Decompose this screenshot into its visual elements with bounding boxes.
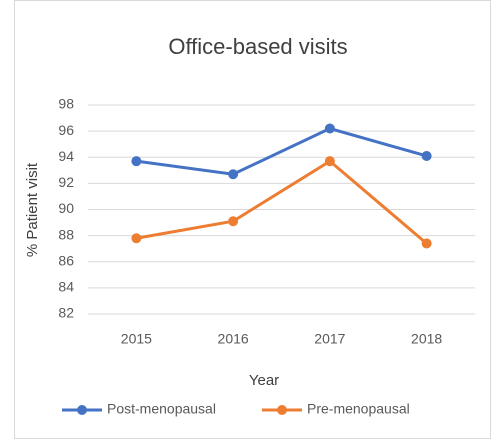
- y-tick-label: 96: [58, 122, 74, 138]
- y-tick-label: 88: [58, 226, 74, 242]
- legend-marker: [77, 405, 87, 415]
- chart-title: Office-based visits: [168, 34, 347, 59]
- y-tick-label: 84: [58, 279, 74, 295]
- series-line: [136, 159, 428, 245]
- x-tick-label: 2016: [218, 331, 249, 347]
- data-point: [131, 156, 142, 167]
- series-line: [136, 126, 428, 176]
- x-tick-label: 2015: [121, 331, 152, 347]
- data-point: [228, 169, 239, 180]
- y-tick-label: 94: [58, 148, 74, 164]
- data-point: [228, 216, 239, 227]
- y-axis-label: % Patient visit: [24, 162, 41, 257]
- y-tick-label: 82: [58, 305, 74, 321]
- data-point: [421, 238, 432, 249]
- data-point: [131, 233, 142, 244]
- y-tick-label: 90: [58, 200, 74, 216]
- legend-label: Post-menopausal: [107, 401, 216, 417]
- data-point: [421, 150, 432, 161]
- x-tick-label: 2018: [411, 331, 442, 347]
- data-point: [324, 156, 335, 167]
- y-tick-label: 92: [58, 174, 74, 190]
- y-tick-label: 86: [58, 252, 74, 268]
- x-axis-label: Year: [249, 372, 279, 389]
- legend-marker: [277, 405, 287, 415]
- x-tick-label: 2017: [314, 331, 345, 347]
- chart-border: [14, 0, 491, 439]
- data-point: [324, 123, 335, 134]
- legend-label: Pre-menopausal: [307, 401, 410, 417]
- y-tick-label: 98: [58, 96, 74, 112]
